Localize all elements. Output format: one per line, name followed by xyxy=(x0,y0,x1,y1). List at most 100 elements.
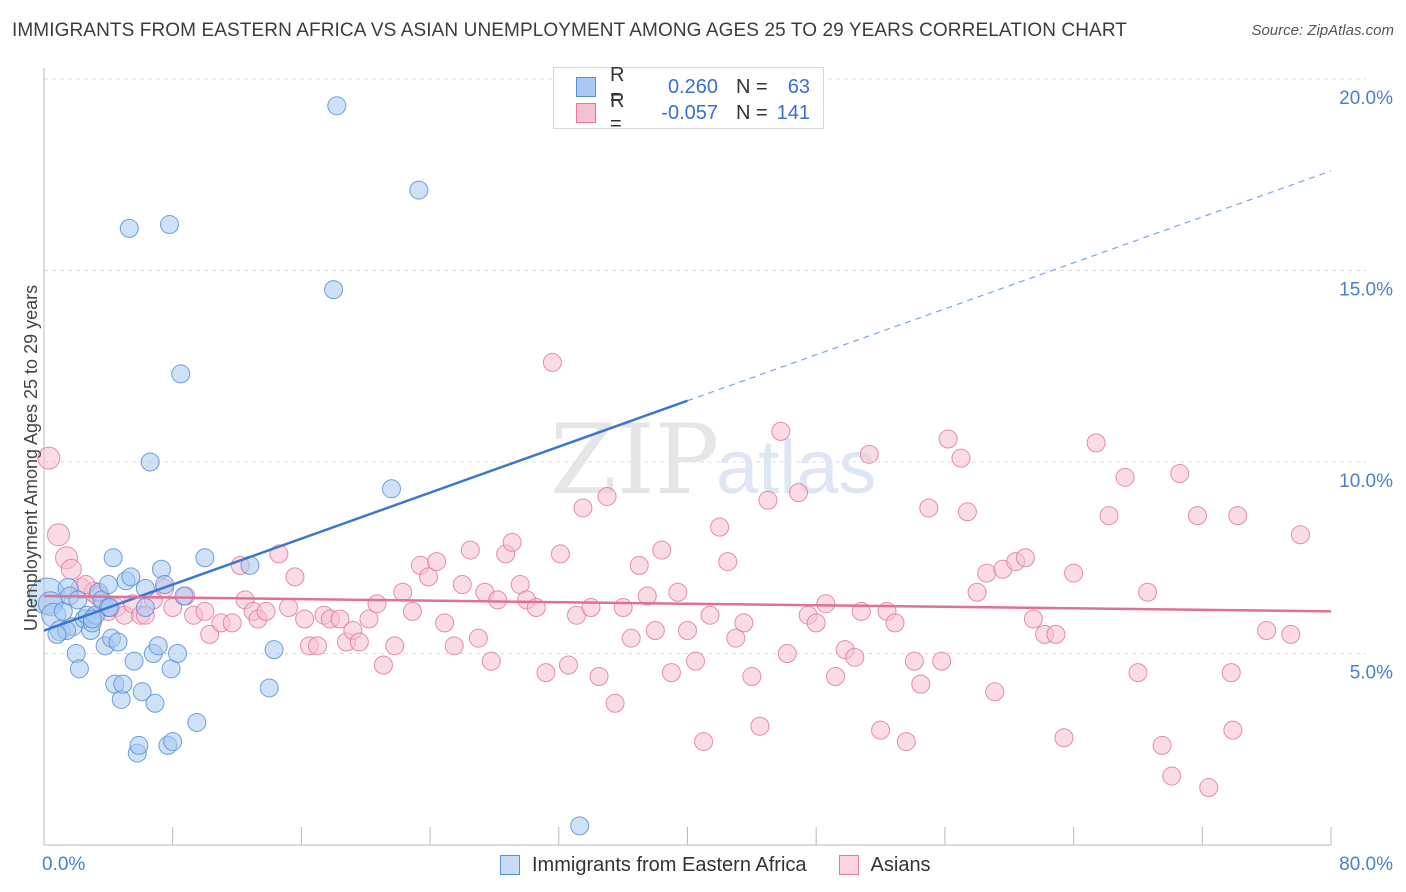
asians-point xyxy=(37,446,61,470)
y-tick-label: 15.0% xyxy=(1339,280,1393,301)
legend-swatch-blue xyxy=(500,855,520,875)
asians-point xyxy=(859,444,879,464)
legend-n-value: 63 xyxy=(787,75,810,98)
asians-point xyxy=(200,624,220,644)
asians-point xyxy=(932,651,952,671)
asians-point xyxy=(605,693,625,713)
asians-point xyxy=(896,732,916,752)
series-legend: Immigrants from Eastern Africa Asians xyxy=(500,852,963,878)
asians-point xyxy=(816,594,836,614)
eastern-africa-point xyxy=(132,682,152,702)
asians-point xyxy=(694,732,714,752)
asians-point xyxy=(589,666,609,686)
eastern-africa-point xyxy=(98,575,118,595)
asians-point xyxy=(481,651,501,671)
asians-point xyxy=(686,651,706,671)
asians-point xyxy=(668,582,688,602)
eastern-africa-point xyxy=(409,180,429,200)
eastern-africa-point xyxy=(124,651,144,671)
asians-point xyxy=(307,636,327,656)
legend-item-eastern-africa: Immigrants from Eastern Africa xyxy=(500,854,807,877)
asians-point xyxy=(550,544,570,564)
eastern-africa-point xyxy=(140,452,160,472)
legend-swatch-blue xyxy=(576,77,596,97)
asians-point xyxy=(285,567,305,587)
eastern-africa-point xyxy=(264,640,284,660)
asians-point xyxy=(359,609,379,629)
asians-point xyxy=(985,682,1005,702)
asians-point xyxy=(542,352,562,372)
eastern-africa-point xyxy=(168,644,188,663)
tick-labels: 5.0% 10.0% 15.0% 20.0% 0.0% 80.0% xyxy=(42,88,1393,875)
asians-point xyxy=(295,609,315,629)
legend-r-label: R = xyxy=(610,90,625,135)
asians-point xyxy=(195,601,215,621)
eastern-africa-point xyxy=(327,96,347,116)
asians-point xyxy=(373,655,393,675)
asians-point xyxy=(393,582,413,602)
eastern-africa-trend-line xyxy=(43,399,688,632)
asians-point xyxy=(60,558,82,580)
asians-point xyxy=(845,647,865,667)
legend-n-label: N = xyxy=(736,101,768,124)
y-tick-label: 5.0% xyxy=(1350,663,1393,684)
asians-point xyxy=(678,621,697,641)
asians-point xyxy=(938,429,958,449)
eastern-africa-point xyxy=(121,567,141,587)
asians-point xyxy=(826,666,846,686)
y-tick-label: 10.0% xyxy=(1339,471,1393,492)
asians-point xyxy=(1290,525,1310,545)
asians-point xyxy=(967,582,987,602)
asians-point xyxy=(444,636,464,656)
asians-point xyxy=(1170,463,1190,483)
asians-point xyxy=(452,575,472,595)
asians-point xyxy=(367,594,387,614)
eastern-africa-point xyxy=(324,280,344,300)
asians-point xyxy=(726,628,746,648)
asians-point xyxy=(1046,624,1066,644)
asians-point xyxy=(1257,621,1277,641)
asians-point xyxy=(629,555,649,575)
asians-point xyxy=(460,540,480,560)
legend-row-eastern-africa: R = 0.260 N = 63 xyxy=(576,64,810,109)
asians-point xyxy=(256,601,276,621)
asians-point xyxy=(1223,720,1243,740)
asians-point xyxy=(871,720,891,740)
asians-point xyxy=(46,523,70,547)
eastern-africa-point xyxy=(171,364,191,384)
asians-point xyxy=(279,598,299,618)
asians-trend-line xyxy=(43,594,1332,613)
asians-point xyxy=(742,666,762,686)
eastern-africa-point xyxy=(151,559,171,579)
asians-point xyxy=(710,517,730,537)
eastern-africa-point xyxy=(103,548,123,568)
asians-point xyxy=(911,674,931,694)
eastern-africa-point xyxy=(68,590,88,610)
correlation-legend: R = 0.260 N = 63 R = -0.057 N = 141 xyxy=(553,64,824,135)
asians-point xyxy=(771,421,791,441)
eastern-africa-point xyxy=(69,659,89,679)
asians-point xyxy=(806,613,826,633)
asians-point xyxy=(1152,735,1172,755)
x-tick-label: 0.0% xyxy=(42,854,85,875)
asians-point xyxy=(1187,506,1207,526)
eastern-africa-point xyxy=(259,678,279,698)
eastern-africa-point xyxy=(381,479,401,499)
legend-r-value: 0.260 xyxy=(667,75,718,98)
asians-point xyxy=(661,663,681,683)
asians-point xyxy=(700,605,720,625)
watermark-zip: ZIP xyxy=(550,404,719,516)
legend-item-asians: Asians xyxy=(838,853,931,877)
asians-point xyxy=(777,644,797,663)
legend-r-value: -0.057 xyxy=(661,101,718,124)
eastern-africa-point xyxy=(135,598,155,618)
asians-point xyxy=(1281,624,1301,644)
eastern-africa-point xyxy=(113,674,133,694)
legend-label-asians: Asians xyxy=(870,853,931,876)
asians-point xyxy=(1099,506,1119,526)
asians-points xyxy=(37,352,1310,798)
asians-point xyxy=(349,632,369,652)
legend-swatch-pink xyxy=(576,103,596,123)
asians-point xyxy=(613,598,633,618)
